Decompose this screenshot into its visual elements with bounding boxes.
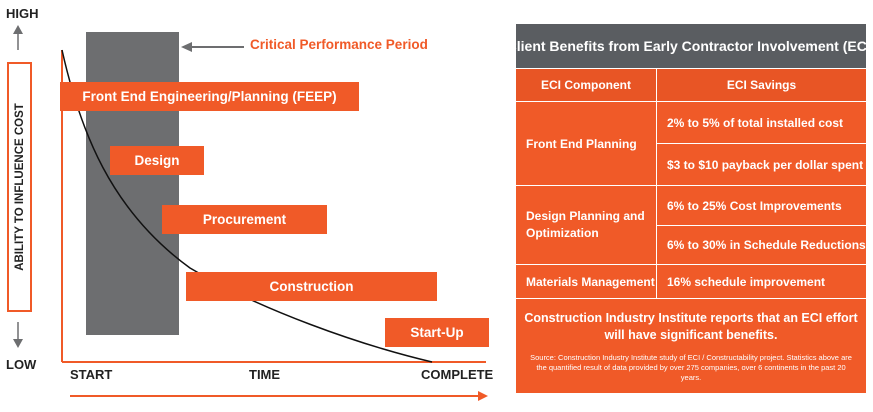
panel-source-note: Source: Construction Industry Institute … xyxy=(530,353,852,382)
y-axis-title: ABILITY TO INFLUENCE COST xyxy=(13,103,26,271)
row-component-materials: Materials Management xyxy=(516,265,657,299)
panel-footer-statement: Construction Industry Institute reports … xyxy=(524,311,858,342)
cost-influence-diagram: HIGH LOW ABILITY TO INFLUENCE COST START… xyxy=(6,6,494,401)
phase-bar-procurement: Procurement xyxy=(162,205,327,234)
eci-benefits-panel: Client Benefits from Early Contractor In… xyxy=(507,24,873,393)
row-savings-design-1: 6% to 25% Cost Improvements xyxy=(657,186,866,226)
influence-curve xyxy=(61,49,433,363)
row-savings-design-2: 6% to 30% in Schedule Reductions xyxy=(657,226,866,265)
critical-period-shade xyxy=(86,32,179,335)
row-component-front-end-planning: Front End Planning xyxy=(516,102,657,186)
row-savings-front-end-1: 2% to 5% of total installed cost xyxy=(657,102,866,144)
y-axis-title-box: ABILITY TO INFLUENCE COST xyxy=(7,62,32,312)
critical-period-label: Critical Performance Period xyxy=(250,37,428,52)
y-high-label: HIGH xyxy=(6,6,39,21)
row-savings-front-end-2: $3 to $10 payback per dollar spent xyxy=(657,144,866,186)
critical-period-arrowhead xyxy=(181,42,192,52)
panel-title: Client Benefits from Early Contractor In… xyxy=(507,24,873,68)
row-savings-materials: 16% schedule improvement xyxy=(657,265,866,299)
phase-bar-feep: Front End Engineering/Planning (FEEP) xyxy=(60,82,359,111)
x-complete-label: COMPLETE xyxy=(421,367,494,382)
phase-bar-design: Design xyxy=(110,146,204,175)
time-arrowhead xyxy=(478,391,488,401)
header-eci-component: ECI Component xyxy=(516,68,657,102)
x-time-label: TIME xyxy=(249,367,281,382)
y-axis-up-arrowhead xyxy=(13,25,23,34)
x-start-label: START xyxy=(70,367,113,382)
header-eci-savings: ECI Savings xyxy=(657,68,866,102)
y-low-label: LOW xyxy=(6,357,37,372)
row-component-design-planning: Design Planning and Optimization xyxy=(516,186,657,265)
y-axis-down-arrowhead xyxy=(13,339,23,348)
phase-bar-startup: Start-Up xyxy=(385,318,489,347)
phase-bar-construction: Construction xyxy=(186,272,437,301)
